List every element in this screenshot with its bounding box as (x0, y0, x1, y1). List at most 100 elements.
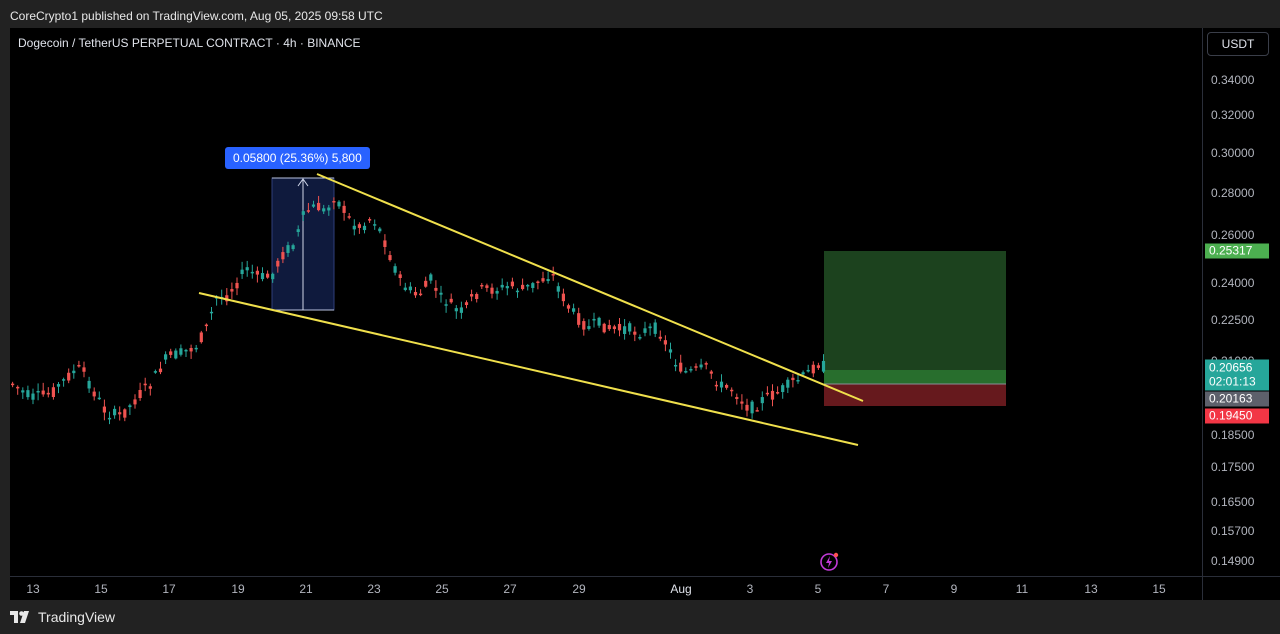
time-label: 13 (1084, 582, 1098, 596)
candle-body (138, 390, 142, 399)
candle-body (765, 392, 769, 395)
candle-body (133, 399, 137, 405)
candle-body (633, 331, 637, 335)
candle-body (699, 364, 703, 368)
candle-body (240, 269, 244, 275)
top-bar: CoreCrypto1 published on TradingView.com… (0, 0, 1280, 30)
candle-body (158, 368, 163, 373)
candle-body (730, 389, 734, 392)
candle-body (745, 404, 749, 411)
lower-trendline (198, 292, 859, 446)
candle-body (740, 401, 744, 404)
candle-body (408, 286, 412, 291)
symbol-title[interactable]: Dogecoin / TetherUS PERPETUAL CONTRACT ·… (18, 36, 361, 50)
candle-body (495, 290, 499, 294)
candle-body (628, 323, 632, 332)
candle-body (102, 406, 106, 413)
price-chart[interactable] (10, 28, 1202, 576)
price-axis[interactable]: USDT 0.34000 0.32000 0.30000 0.28000 0.26000… (1202, 28, 1280, 576)
candle-body (128, 405, 132, 408)
currency-button[interactable]: USDT (1207, 32, 1269, 56)
measure-label: 0.05800 (25.36%) 5,800 (225, 147, 370, 169)
loss-zone (824, 384, 1006, 406)
candle-body (92, 391, 96, 397)
target-price-tag: 0.25317 (1205, 243, 1269, 259)
candle-body (725, 384, 729, 388)
price-label: 0.34000 (1211, 73, 1255, 87)
price-label: 0.14900 (1211, 554, 1255, 568)
candle-body (388, 255, 392, 261)
candle-body (204, 324, 208, 327)
time-label: 11 (1015, 582, 1029, 596)
alert-icon[interactable] (819, 550, 841, 576)
candle-body (816, 365, 820, 368)
candle-body (480, 284, 484, 287)
candle-body (597, 317, 601, 326)
candle-body (403, 287, 407, 291)
candle-body (398, 274, 402, 279)
candle-body (770, 390, 775, 400)
time-label: Aug (670, 582, 692, 596)
candle-body (821, 360, 826, 372)
axis-corner (1202, 576, 1280, 601)
brand-label: TradingView (38, 609, 116, 625)
stop-price-tag: 0.19450 (1205, 408, 1269, 424)
candle-body (464, 302, 469, 306)
tradingview-logo-icon (10, 611, 29, 623)
time-label: 3 (746, 582, 754, 596)
candle-body (164, 354, 168, 360)
candle-body (612, 326, 616, 330)
candle-body (281, 252, 285, 260)
candle-body (184, 349, 188, 352)
candle-body (526, 284, 530, 287)
price-label: 0.24000 (1211, 276, 1255, 290)
candle-body (153, 371, 157, 373)
candle-body (806, 369, 810, 372)
candle-body (67, 372, 71, 381)
price-label: 0.30000 (1211, 146, 1255, 160)
candle-body (515, 290, 520, 293)
candle-body (21, 390, 25, 393)
candle-body (36, 390, 40, 393)
candle-body (230, 289, 234, 292)
candle-body (413, 291, 418, 296)
candle-body (470, 294, 474, 297)
price-label: 0.17500 (1211, 460, 1255, 474)
candle-body (679, 362, 683, 372)
price-label: 0.15700 (1211, 524, 1255, 538)
candle-body (189, 347, 193, 352)
candle-body (689, 369, 693, 371)
candle-body (536, 281, 540, 284)
candle-body (623, 326, 627, 334)
tradingview-logo[interactable]: TradingView (10, 609, 115, 625)
candle-body (444, 304, 448, 306)
candle-body (587, 326, 591, 329)
candle-body (352, 225, 356, 230)
candle-body (449, 298, 453, 303)
candle-body (658, 336, 662, 339)
candle-body (393, 266, 397, 273)
candle-body (556, 286, 560, 292)
candle-body (541, 278, 545, 282)
candle-body (617, 323, 622, 331)
candle-body (260, 273, 265, 280)
time-axis[interactable]: 13 15 17 19 21 23 25 27 29 Aug 3 5 7 9 11 13 15 (10, 576, 1202, 601)
candle-body (424, 280, 428, 287)
candle-body (521, 284, 525, 290)
candle-body (796, 379, 800, 382)
candle-body (373, 224, 377, 226)
candle-body (143, 383, 147, 386)
candle-body (347, 216, 351, 218)
time-label: 17 (162, 582, 176, 596)
candle-body (311, 204, 316, 207)
candle-body (31, 393, 35, 400)
candle-body (72, 370, 76, 374)
chart-pane[interactable]: Dogecoin / TetherUS PERPETUAL CONTRACT ·… (10, 28, 1202, 576)
candle-body (572, 308, 576, 312)
profit-zone-entry-band (824, 370, 1006, 384)
candle-body (123, 409, 127, 418)
profit-zone (824, 251, 1006, 370)
candle-body (714, 384, 718, 387)
candle-body (546, 279, 550, 282)
candle-body (648, 326, 652, 329)
